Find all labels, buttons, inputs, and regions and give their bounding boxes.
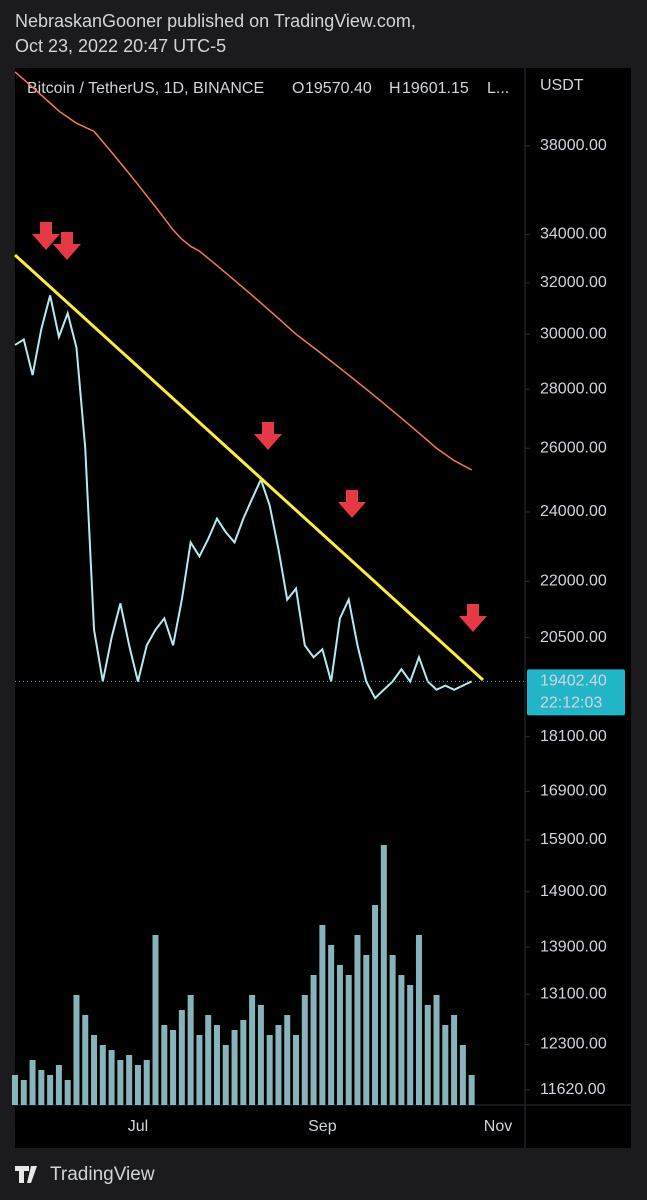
logo — [15, 1166, 37, 1183]
y-tick-label: 32000.00 — [540, 274, 607, 291]
arrows — [32, 222, 487, 632]
arrow — [459, 604, 487, 632]
volume-bar — [82, 1015, 89, 1105]
arrow — [338, 490, 366, 518]
volume-bar — [99, 1045, 106, 1105]
volume-bar — [152, 935, 159, 1105]
x-tick-label: Jul — [128, 1118, 148, 1135]
volume-bar — [161, 1025, 168, 1105]
volume-bar — [170, 1030, 177, 1105]
footer-logo — [15, 1166, 37, 1183]
x-tick-label: Sep — [308, 1118, 337, 1135]
volume-bar — [126, 1055, 133, 1105]
y-tick-label: 13900.00 — [540, 938, 607, 955]
volume-bar — [64, 1080, 71, 1105]
volume-bar — [213, 1025, 220, 1105]
legend-value: 19601.15 — [402, 80, 469, 97]
y-tick-label: 18100.00 — [540, 728, 607, 745]
volume-bar — [108, 1050, 115, 1105]
y-tick-label: 14900.00 — [540, 883, 607, 900]
y-tick-label: 22000.00 — [540, 573, 607, 590]
volume-bar — [354, 935, 361, 1105]
publisher: NebraskanGooner published on TradingView… — [15, 11, 416, 31]
volume-bar — [187, 995, 194, 1105]
series-line — [14, 71, 473, 471]
volume-bar — [240, 1020, 247, 1105]
volume-bar — [451, 1015, 458, 1105]
volume-bar — [468, 1075, 475, 1105]
volume-bar — [424, 1005, 431, 1105]
volume-bar — [55, 1065, 62, 1105]
volume-bar — [398, 975, 405, 1105]
volume-bar — [47, 1075, 54, 1105]
y-tick-label: 12300.00 — [540, 1036, 607, 1053]
countdown: 22:12:03 — [540, 695, 602, 712]
volume-bar — [415, 935, 422, 1105]
axis-label: USDT — [540, 77, 584, 94]
arrow — [53, 232, 81, 260]
volume-bar — [372, 905, 379, 1105]
volume-bar — [143, 1060, 150, 1105]
y-tick-label: 13100.00 — [540, 985, 607, 1002]
volume-bar — [222, 1045, 229, 1105]
y-tick-label: 26000.00 — [540, 439, 607, 456]
arrow — [254, 422, 282, 450]
volume-bar — [178, 1010, 185, 1105]
y-tick-label: 38000.00 — [540, 137, 607, 154]
volume-bar — [266, 1035, 273, 1105]
volume-bar — [407, 985, 414, 1105]
volume-bar — [328, 945, 335, 1105]
volume-bar — [20, 1080, 27, 1105]
volume-bar — [196, 1035, 203, 1105]
volume-bar — [12, 1075, 18, 1105]
volume-bar — [310, 975, 317, 1105]
volume-bar — [38, 1070, 45, 1105]
legend-value: 19570.40 — [305, 80, 372, 97]
volume-bar — [389, 955, 396, 1105]
volume-bar — [284, 1015, 291, 1105]
x-tick-label: Nov — [484, 1118, 512, 1135]
series-line — [14, 295, 473, 700]
plot: 38000.00 34000.00 32000.00 30000.00 28000.00… — [12, 71, 625, 1135]
volume-bar — [345, 975, 352, 1105]
volume-bar — [301, 995, 308, 1105]
volume-bar — [73, 995, 80, 1105]
y-tick-label: 11620.00 — [540, 1081, 606, 1098]
volume-bar — [117, 1060, 124, 1105]
volume-bar — [257, 1005, 264, 1105]
volume-bar — [275, 1025, 282, 1105]
legend-key: O — [292, 80, 304, 97]
volume-bar — [380, 845, 387, 1105]
last-price-label: 19402.40 — [540, 673, 607, 690]
volume-bar — [363, 955, 370, 1105]
volume-bar — [459, 1045, 466, 1105]
y-tick-label: 30000.00 — [540, 325, 607, 342]
brand: TradingView — [50, 1164, 155, 1185]
y-tick-label: 16900.00 — [540, 783, 607, 800]
volume-bar — [231, 1030, 238, 1105]
last-price-box — [527, 669, 625, 716]
volume-bar — [433, 995, 440, 1105]
y-tick-label: 20500.00 — [540, 629, 607, 646]
y-tick-label: 15900.00 — [540, 831, 607, 848]
y-tick-label: 24000.00 — [540, 503, 607, 520]
volume-bar — [134, 1065, 141, 1105]
legend-symbol: Bitcoin / TetherUS, 1D, BINANCE — [27, 80, 264, 97]
volume-bar — [205, 1015, 212, 1105]
publish-date: Oct 23, 2022 20:47 UTC-5 — [15, 36, 226, 56]
y-tick-label: 28000.00 — [540, 380, 607, 397]
volume-bar — [336, 965, 343, 1105]
volume-bar — [293, 1035, 300, 1105]
y-tick-label: 34000.00 — [540, 226, 607, 243]
volume-bar — [442, 1025, 449, 1105]
volume-bar — [29, 1060, 36, 1105]
volume-bar — [91, 1035, 98, 1105]
arrow — [32, 222, 60, 250]
volume-bar — [319, 925, 326, 1105]
legend-key: L... — [487, 80, 509, 97]
volume-bar — [249, 995, 256, 1105]
trend-line — [13, 253, 485, 682]
legend-key: H — [389, 80, 401, 97]
